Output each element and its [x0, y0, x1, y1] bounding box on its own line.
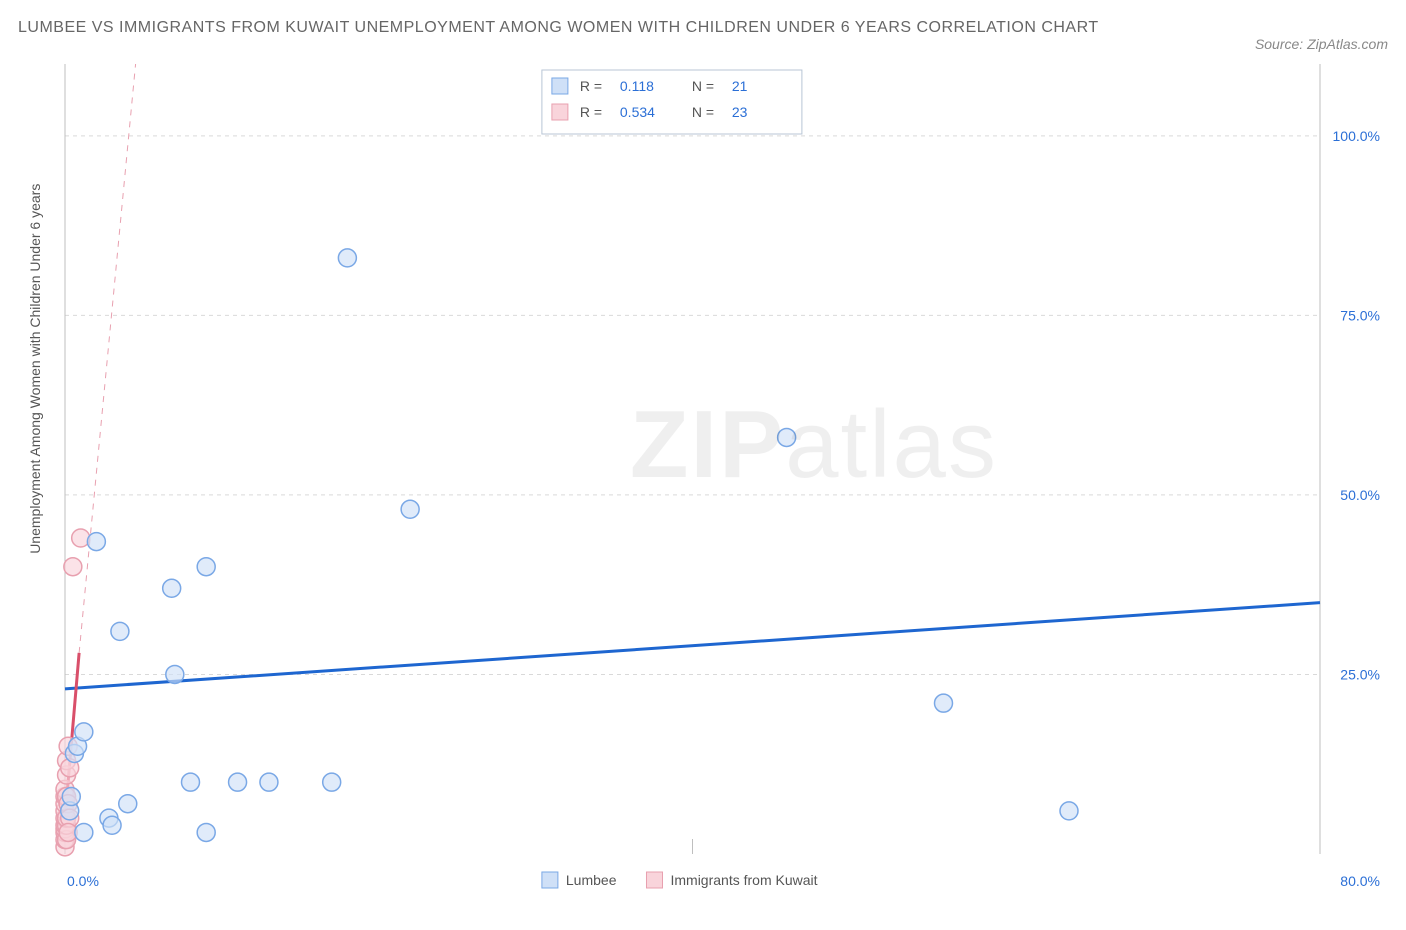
- data-point: [197, 558, 215, 576]
- data-point: [75, 823, 93, 841]
- data-point: [401, 500, 419, 518]
- legend-label: Immigrants from Kuwait: [670, 872, 817, 888]
- y-tick-label: 25.0%: [1340, 666, 1380, 682]
- data-point: [64, 558, 82, 576]
- stats-r-value: 0.534: [620, 104, 655, 120]
- stats-r-value: 0.118: [620, 78, 654, 94]
- data-point: [260, 773, 278, 791]
- trend-line-extension: [79, 64, 135, 653]
- x-tick-label: 80.0%: [1340, 873, 1380, 889]
- y-tick-label: 100.0%: [1333, 128, 1380, 144]
- data-point: [197, 823, 215, 841]
- y-tick-label: 50.0%: [1340, 487, 1380, 503]
- data-point: [75, 723, 93, 741]
- legend-swatch: [646, 872, 662, 888]
- stats-swatch: [552, 104, 568, 120]
- stats-swatch: [552, 78, 568, 94]
- data-point: [229, 773, 247, 791]
- data-point: [111, 622, 129, 640]
- stats-n-label: N =: [692, 104, 714, 120]
- data-point: [166, 665, 184, 683]
- stats-n-value: 23: [732, 104, 748, 120]
- chart-area: 25.0% 50.0% 75.0% 100.0% 0.0% 80.0% Unemployme…: [10, 54, 1396, 904]
- x-tick-label: 0.0%: [67, 873, 99, 889]
- data-point: [323, 773, 341, 791]
- trend-line: [65, 603, 1320, 689]
- stats-n-value: 21: [732, 78, 748, 94]
- stats-r-label: R =: [580, 104, 602, 120]
- data-point: [182, 773, 200, 791]
- data-point: [72, 529, 90, 547]
- data-point: [778, 428, 796, 446]
- chart-title: LUMBEE VS IMMIGRANTS FROM KUWAIT UNEMPLO…: [18, 14, 1099, 41]
- stats-n-label: N =: [692, 78, 714, 94]
- y-axis-label: Unemployment Among Women with Children U…: [27, 184, 43, 554]
- source-prefix: Source:: [1255, 36, 1307, 52]
- data-point: [62, 788, 80, 806]
- source-name: ZipAtlas.com: [1307, 36, 1388, 52]
- data-point: [119, 795, 137, 813]
- data-point: [87, 533, 105, 551]
- data-point: [338, 249, 356, 267]
- data-point: [935, 694, 953, 712]
- legend-swatch: [542, 872, 558, 888]
- legend-label: Lumbee: [566, 872, 617, 888]
- data-point: [163, 579, 181, 597]
- source-attribution: Source: ZipAtlas.com: [1255, 36, 1388, 52]
- data-point: [103, 816, 121, 834]
- scatter-chart-svg: 25.0% 50.0% 75.0% 100.0% 0.0% 80.0% Unemployme…: [10, 54, 1396, 904]
- data-point: [1060, 802, 1078, 820]
- stats-r-label: R =: [580, 78, 602, 94]
- y-tick-label: 75.0%: [1340, 307, 1380, 323]
